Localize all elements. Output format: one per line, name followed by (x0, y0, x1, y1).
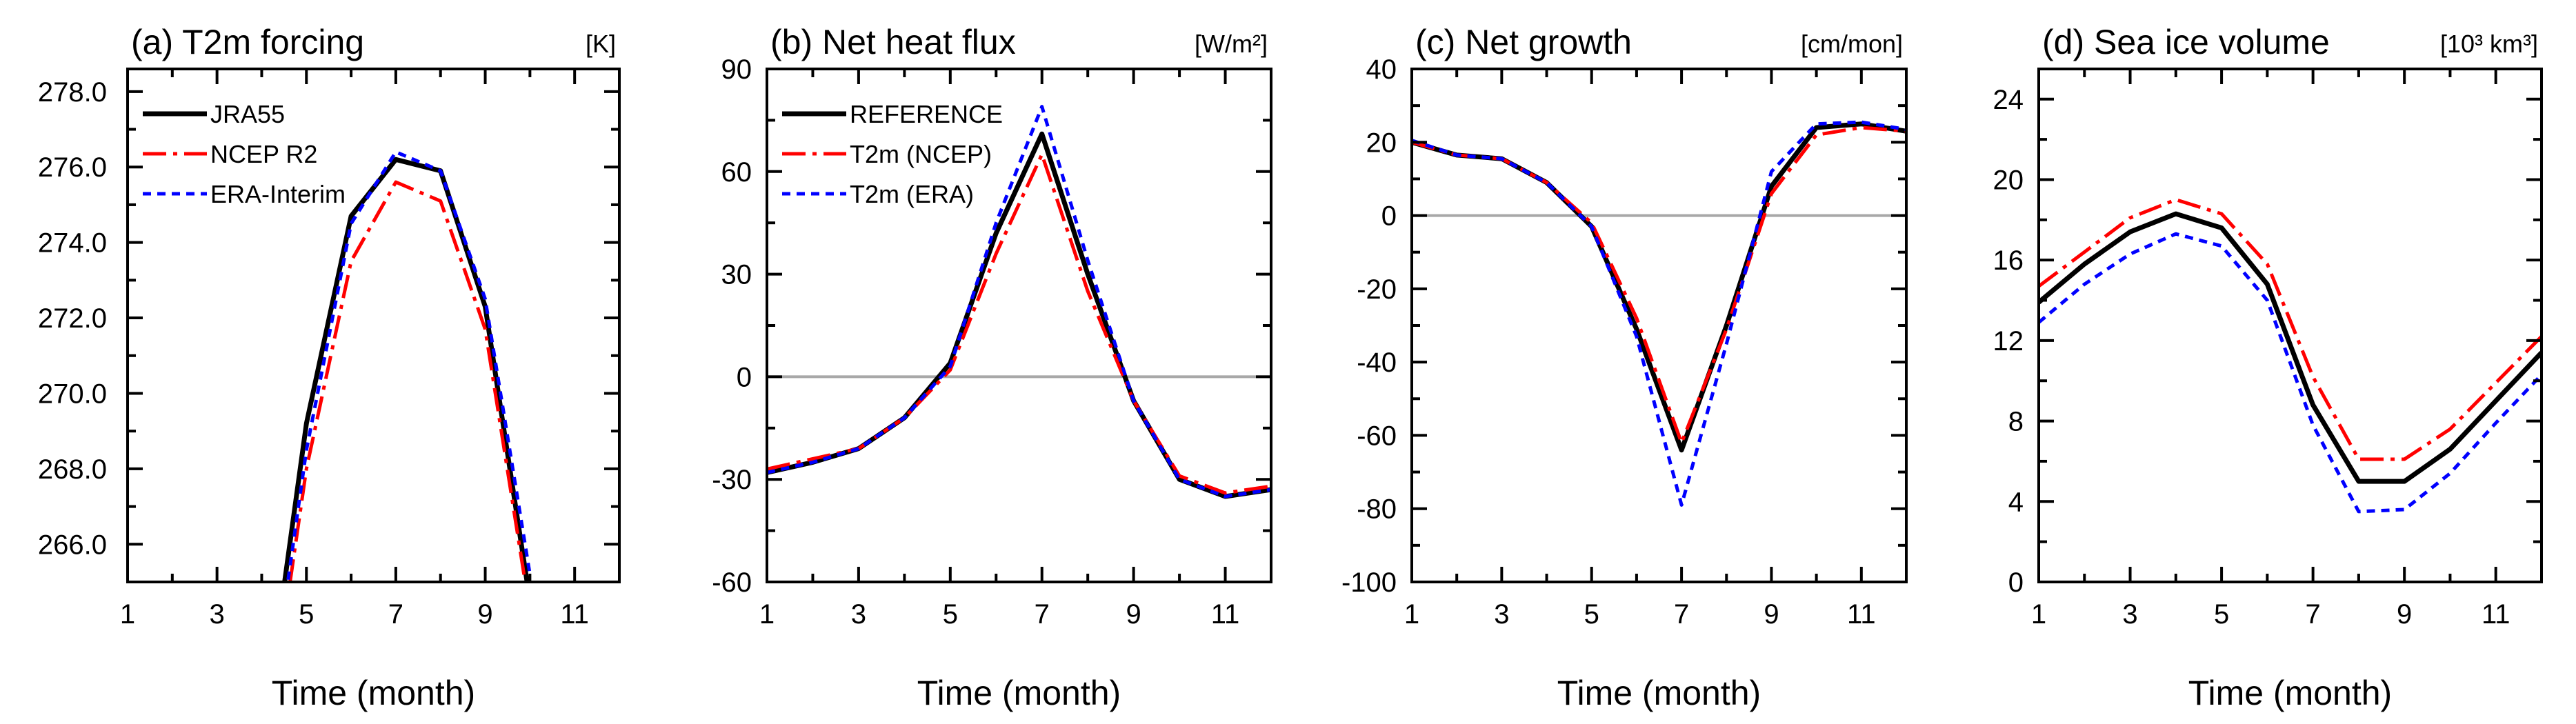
chart-c-xtick-label: 9 (1764, 599, 1779, 630)
chart-d-xtick-label: 11 (2482, 599, 2510, 630)
chart-b-xtick-label: 9 (1126, 599, 1141, 630)
chart-a-xtick-label: 3 (210, 599, 225, 630)
chart-b-unit: [W/m²] (1195, 30, 1268, 58)
chart-c-xlabel: Time (month) (1557, 674, 1761, 712)
chart-c-frame (1410, 68, 1908, 583)
chart-d-frame (2037, 68, 2543, 583)
chart-c-xtick-label: 1 (1404, 599, 1419, 630)
chart-d-series-2-line (2039, 232, 2542, 514)
chart-c-xtick-label: 3 (1494, 599, 1509, 630)
chart-a-legend-label-1: NCEP R2 (210, 140, 317, 168)
chart-c-ytick-label: -40 (1357, 348, 1397, 378)
chart-b-title: (b) Net heat flux (770, 23, 1016, 61)
chart-b-ytick-label: 60 (721, 157, 752, 188)
chart-d-ytick-label: 16 (1993, 245, 2024, 276)
chart-c-series-1-line (1412, 125, 1906, 445)
chart-c-series-2-line (1412, 120, 1906, 507)
chart-a-xtick-label: 11 (560, 599, 589, 630)
chart-a-legend-label-0: JRA55 (210, 100, 285, 128)
chart-d-xlabel: Time (month) (2188, 674, 2392, 712)
chart-b-xtick-label: 1 (759, 599, 775, 630)
chart-d-series-1-line (2039, 198, 2542, 461)
chart-c-ytick-label: -100 (1341, 567, 1397, 598)
chart-b-series-0-line (767, 131, 1271, 499)
chart-a-legend: JRA55 NCEP R2 ERA-Interim (143, 100, 346, 208)
chart-d-ytick-label: 20 (1993, 165, 2024, 195)
chart-b-ytick-label: -30 (712, 465, 752, 495)
chart-b-ytick-label: 30 (721, 260, 752, 290)
chart-a-xtick-label: 5 (299, 599, 314, 630)
chart-c-ytick-label: 40 (1366, 54, 1397, 85)
chart-d-xtick-label: 9 (2397, 599, 2412, 630)
chart-b-xtick-label: 5 (943, 599, 958, 630)
chart-b-ytick-label: 0 (737, 362, 752, 392)
chart-a-ytick-label: 276.0 (38, 152, 107, 183)
chart-a-ytick-label: 268.0 (38, 454, 107, 485)
chart-c-xtick-label: 7 (1674, 599, 1689, 630)
chart-a-title: (a) T2m forcing (131, 23, 364, 61)
chart-a-series-1-line (288, 180, 528, 582)
chart-b-legend-label-1: T2m (NCEP) (850, 140, 992, 168)
chart-b-legend: REFERENCE T2m (NCEP) T2m (ERA) (782, 100, 1003, 208)
chart-c-title: (c) Net growth (1415, 23, 1632, 61)
chart-a: 1 3 5 7 9 11 266.0 268.0 270.0 272.0 274.0 276.0 278… (38, 23, 621, 712)
chart-c-ytick-label: -80 (1357, 494, 1397, 525)
chart-a-xtick-label: 9 (477, 599, 492, 630)
chart-d-xtick-label: 5 (2214, 599, 2229, 630)
chart-d-series-0-line (2039, 211, 2542, 484)
chart-b-series-2-line (767, 105, 1271, 499)
chart-d-xtick-label: 3 (2122, 599, 2137, 630)
chart-b-xlabel: Time (month) (917, 674, 1121, 712)
chart-a-ytick-label: 266.0 (38, 530, 107, 560)
chart-a-ytick-label: 278.0 (38, 77, 107, 108)
chart-b-xtick-label: 3 (851, 599, 866, 630)
chart-d-xtick-label: 7 (2306, 599, 2321, 630)
chart-c-xtick-label: 11 (1847, 599, 1876, 630)
chart-d-title: (d) Sea ice volume (2042, 23, 2330, 61)
chart-d-ytick-label: 24 (1993, 85, 2024, 115)
chart-a-ytick-label: 272.0 (38, 303, 107, 334)
chart-c-unit: [cm/mon] (1801, 30, 1903, 58)
chart-a-xtick-label: 1 (120, 599, 135, 630)
chart-a-ytick-label: 270.0 (38, 379, 107, 409)
chart-b-series-1-line (767, 152, 1271, 495)
chart-c-ytick-label: -60 (1357, 421, 1397, 451)
chart-c-series-0-line (1412, 121, 1906, 453)
chart-a-xtick-label: 7 (388, 599, 403, 630)
chart-d: 1 3 5 7 9 11 0 4 8 12 16 20 24 (d) Sea ice volume [10³… (1993, 23, 2543, 712)
chart-a-unit: [K] (586, 30, 616, 58)
chart-b-xtick-label: 11 (1211, 599, 1240, 630)
chart-d-unit: [10³ km³] (2440, 30, 2538, 58)
chart-c-xtick-label: 5 (1584, 599, 1599, 630)
chart-c: 1 3 5 7 9 11 -100 -80 -60 -40 -20 0 20 40 (c) Net grow… (1341, 23, 1908, 712)
chart-b-frame (766, 68, 1272, 583)
chart-d-ytick-label: 0 (2008, 567, 2024, 598)
chart-a-series-2-line (286, 150, 532, 582)
chart-d-ytick-label: 4 (2008, 487, 2024, 517)
chart-c-ytick-label: -20 (1357, 274, 1397, 305)
chart-b-legend-label-0: REFERENCE (850, 100, 1003, 128)
chart-a-legend-label-2: ERA-Interim (210, 180, 346, 208)
chart-c-ytick-label: 20 (1366, 128, 1397, 158)
chart-d-ytick-label: 12 (1993, 326, 2024, 356)
chart-d-ytick-label: 8 (2008, 407, 2024, 437)
chart-c-ytick-label: 0 (1381, 201, 1397, 232)
chart-a-ytick-label: 274.0 (38, 228, 107, 259)
chart-b: 1 3 5 7 9 11 -60 -30 0 30 60 90 (b) Net heat flux [W/… (712, 23, 1272, 712)
chart-a-frame (126, 68, 621, 583)
chart-d-xtick-label: 1 (2031, 599, 2046, 630)
chart-b-xtick-label: 7 (1035, 599, 1050, 630)
chart-b-ytick-label: 90 (721, 54, 752, 85)
chart-a-xlabel: Time (month) (272, 674, 475, 712)
chart-b-ytick-label: -60 (712, 567, 752, 598)
chart-b-legend-label-2: T2m (ERA) (850, 180, 974, 208)
